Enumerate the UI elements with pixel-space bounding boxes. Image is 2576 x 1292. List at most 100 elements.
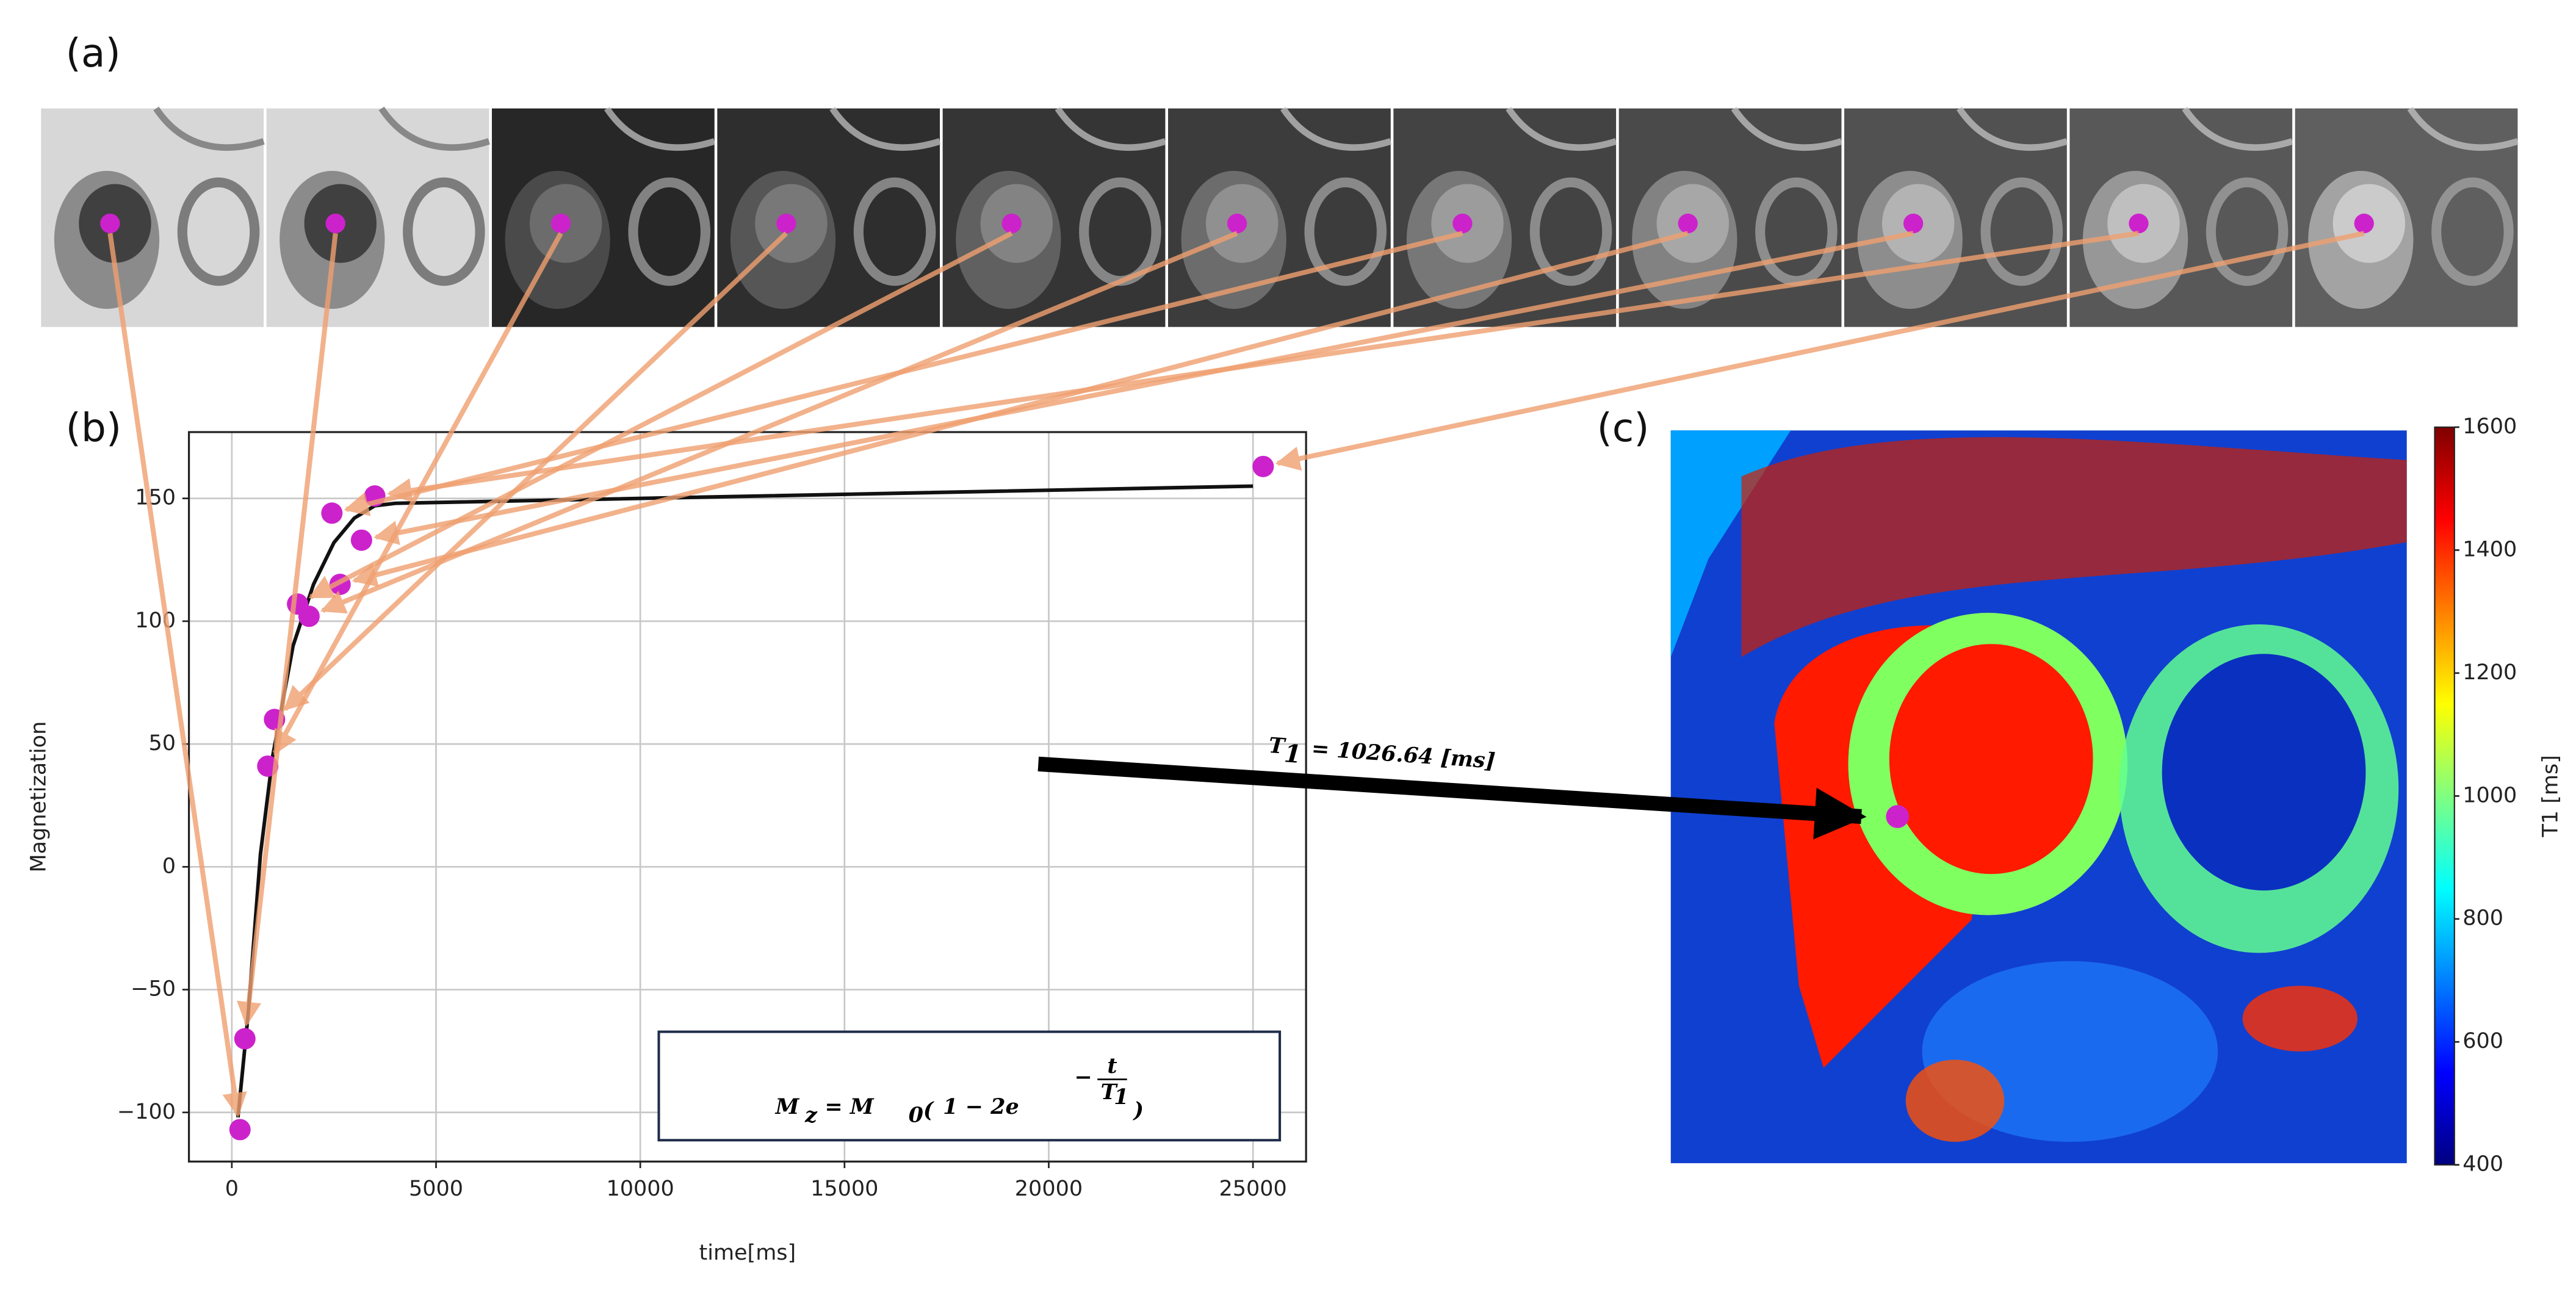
mri-structure <box>378 106 491 151</box>
map-region <box>1905 1059 2005 1142</box>
mri-structure <box>2182 106 2293 151</box>
formula-text: 1 <box>1114 1084 1128 1110</box>
map-region <box>1889 644 2093 875</box>
t1-map <box>1670 430 2407 1163</box>
x-tick-label: 10000 <box>607 1177 674 1201</box>
formula-text: ) <box>1132 1098 1144 1123</box>
panel-label: (a) <box>66 31 121 76</box>
mri-structure <box>2407 106 2519 151</box>
mri-structure <box>1529 177 1612 286</box>
frame-point <box>325 213 345 234</box>
x-tick-label: 15000 <box>810 1177 878 1201</box>
map-region <box>1670 430 1791 657</box>
mri-structure <box>1304 177 1387 286</box>
colorbar-tick-label: 400 <box>2462 1152 2503 1177</box>
formula-text: = M <box>824 1094 874 1119</box>
y-tick-label: 0 <box>162 854 176 878</box>
mri-structure <box>853 177 936 286</box>
formula: M z = M 0 ( 1 − 2e − t T 1 ) <box>775 1053 1144 1128</box>
data-point <box>234 1028 256 1050</box>
colorbar-tick-label: 1400 <box>2462 537 2517 561</box>
mri-structure <box>1055 106 1167 151</box>
mri-structure <box>2206 177 2289 286</box>
y-tick-label: 150 <box>135 486 176 510</box>
y-tick-label: 50 <box>149 731 176 756</box>
x-tick-label: 25000 <box>1219 1177 1286 1201</box>
mri-structure <box>829 106 941 151</box>
link-arrow <box>107 233 247 1117</box>
link-arrow <box>1275 231 2365 471</box>
formula-text: z <box>804 1103 818 1128</box>
map-region <box>1741 437 2407 657</box>
mri-structure <box>604 106 716 151</box>
mri-structure <box>1980 177 2063 286</box>
colorbar-tick-label: 1000 <box>2462 783 2517 807</box>
data-point <box>298 605 320 627</box>
x-tick-label: 5000 <box>409 1177 463 1201</box>
colorbar-tick-label: 600 <box>2462 1029 2503 1053</box>
mri-structure <box>1506 106 1617 151</box>
frame-point <box>1903 213 1924 234</box>
mri-structure <box>153 106 265 151</box>
annotation-subscript: 1 <box>1283 738 1302 769</box>
data-point <box>350 529 372 551</box>
formula-text: ( <box>923 1098 934 1123</box>
formula-text: M <box>775 1094 800 1119</box>
x-axis-label: time[ms] <box>699 1241 796 1265</box>
annotation-text: = 1026.64 [ms] <box>1311 736 1496 774</box>
link-arrow <box>387 231 2139 503</box>
mri-structure <box>1280 106 1392 151</box>
annotation-symbol: T <box>1268 733 1288 759</box>
frame-point <box>100 213 120 234</box>
data-point <box>229 1119 251 1141</box>
link-arrow <box>344 231 1463 516</box>
link-arrow <box>373 231 1914 545</box>
fit-chart: 0 5000 10000 15000 20000 25000−100−5005010015… <box>27 431 1307 1265</box>
y-tick-label: −100 <box>117 1100 176 1124</box>
frame-point <box>2129 213 2149 234</box>
formula-text: 0 <box>909 1103 923 1128</box>
mri-structure <box>628 177 711 286</box>
annotation-arrow <box>1037 756 1867 840</box>
frame-point <box>1678 213 1698 234</box>
frame-point <box>1001 213 1022 234</box>
colorbar-tick-label: 800 <box>2462 906 2503 931</box>
y-axis-label: Magnetization <box>27 721 51 873</box>
formula-text: t <box>1107 1053 1117 1078</box>
mri-structure <box>1755 177 1838 286</box>
formula-box <box>657 1030 1282 1142</box>
mri-structure <box>177 177 260 286</box>
formula-text: − <box>1075 1065 1092 1090</box>
colorbar-tick-label: 1600 <box>2462 414 2517 439</box>
panel-label: (b) <box>66 405 121 451</box>
link-arrow <box>352 231 1689 587</box>
frame-point <box>1452 213 1473 234</box>
plot-frame <box>187 431 1307 1163</box>
map-region <box>2162 654 2366 891</box>
formula-text: 1 − 2e <box>943 1094 1019 1119</box>
panel-label: (c) <box>1597 405 1650 451</box>
x-tick-label: 0 <box>225 1177 239 1201</box>
mri-structure <box>403 177 485 286</box>
colorbar <box>2434 426 2455 1166</box>
mri-structure <box>1956 106 2068 151</box>
frame-point <box>2354 213 2374 234</box>
frame-point <box>550 213 571 234</box>
data-point <box>321 502 343 524</box>
colorbar-label: T1 [ms] <box>2539 755 2563 837</box>
link-arrow <box>308 231 1013 599</box>
formula-text: T <box>1101 1080 1119 1105</box>
image-strip <box>41 106 2519 327</box>
colorbar-tick-label: 1200 <box>2462 660 2517 685</box>
y-tick-label: −50 <box>131 977 176 1001</box>
colorbar-group: 400 600 800 1000 1200 1400 1600 T1 [ms] <box>2434 414 2563 1177</box>
mri-structure <box>2431 177 2514 286</box>
data-point <box>1252 455 1274 477</box>
link-arrow <box>236 233 338 1027</box>
frame-point <box>1227 213 1247 234</box>
frame-point <box>776 213 796 234</box>
x-tick-label: 20000 <box>1015 1177 1083 1201</box>
map-point <box>1886 805 1910 828</box>
